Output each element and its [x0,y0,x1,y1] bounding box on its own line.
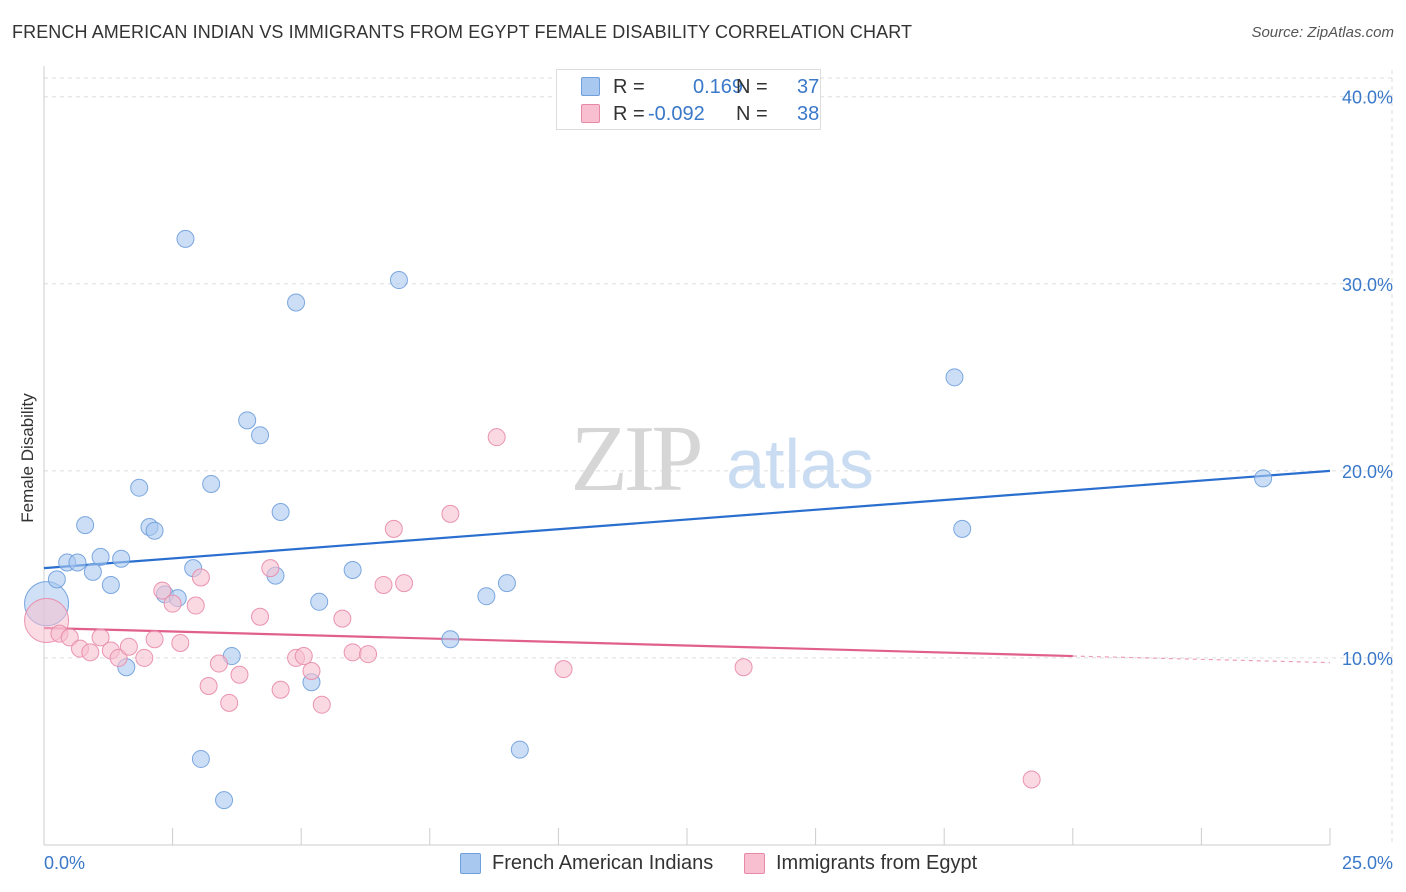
gridlines [44,70,1393,845]
point-french-american-indians [76,516,95,535]
point-immigrants-from-egypt [395,574,414,593]
point-immigrants-from-egypt [251,607,270,626]
legend-swatch-blue [581,77,600,96]
point-french-american-indians [215,791,234,810]
y-axis-label: Female Disability [18,393,37,523]
point-french-american-indians [47,570,66,589]
legend-r-value: -0.092 [648,103,705,125]
point-immigrants-from-egypt [186,596,205,615]
trend-line-immigrants-from-egypt [43,626,1073,658]
point-immigrants-from-egypt [261,559,280,578]
watermark-atlas: atlas [726,425,874,503]
legend-series-name: Immigrants from Egypt [776,852,978,874]
point-french-american-indians [510,740,529,759]
point-immigrants-from-egypt [312,695,331,714]
point-immigrants-from-egypt [109,648,128,667]
point-french-american-indians [202,474,221,493]
point-french-american-indians [238,411,257,430]
point-french-american-indians [112,549,131,568]
stats-legend: R = 0.169 N = 37 R = -0.092 N = 38 [556,69,821,130]
legend-r-value: 0.169 [693,76,744,98]
point-french-american-indians [91,547,110,566]
legend-swatch-pink [744,853,765,874]
legend-series-name: French American Indians [492,852,714,874]
point-immigrants-from-egypt [1022,770,1041,789]
y-tick-label: 20.0% [1342,462,1393,482]
axes [43,66,1331,846]
legend-n-value: 37 [797,76,820,98]
point-immigrants-from-egypt [487,428,506,447]
point-french-american-indians [101,575,120,594]
point-immigrants-from-egypt [60,628,79,647]
y-tick-label: 40.0% [1342,88,1393,108]
point-immigrants-from-egypt [191,568,210,587]
point-immigrants-from-egypt [384,519,403,538]
point-immigrants-from-egypt [145,630,164,649]
point-immigrants-from-egypt [374,575,393,594]
point-immigrants-from-egypt [554,660,573,679]
trend-lines [43,469,1331,664]
legend-n-value: 38 [797,103,820,125]
point-immigrants-from-egypt [220,693,239,712]
data-points [24,229,1273,810]
point-immigrants-from-egypt [734,658,753,677]
point-immigrants-from-egypt [171,633,190,652]
point-immigrants-from-egypt [294,647,313,666]
x-tick-label: 0.0% [44,853,85,873]
point-immigrants-from-egypt [163,594,182,613]
point-immigrants-from-egypt [81,643,100,662]
x-tick-label: 25.0% [1342,853,1393,873]
y-tick-label: 10.0% [1342,649,1393,669]
point-immigrants-from-egypt [91,628,110,647]
tick-labels: 10.0% 20.0% 30.0% 40.0% 0.0% 25.0% [44,88,1393,873]
point-french-american-indians [176,229,195,248]
point-french-american-indians [271,503,290,522]
legend-swatch-blue [460,853,481,874]
legend-swatch-pink [581,104,600,123]
point-immigrants-from-egypt [135,648,154,667]
trend-line-extension [1072,655,1331,664]
point-immigrants-from-egypt [271,680,290,699]
legend-n-label: N = [736,103,768,125]
point-immigrants-from-egypt [302,662,321,681]
point-french-american-indians [68,553,87,572]
legend-r-label: R = [613,76,645,98]
point-french-american-indians [953,519,972,538]
legend-r-label: R = [613,103,645,125]
watermark-zip: ZIP [571,407,701,511]
legend-n-label: N = [736,76,768,98]
point-french-american-indians [251,426,270,445]
point-french-american-indians [145,521,164,540]
point-immigrants-from-egypt [199,676,218,695]
point-immigrants-from-egypt [119,637,138,656]
point-immigrants-from-egypt [153,581,172,600]
trend-line-french-american-indians [43,469,1331,570]
point-french-american-indians [130,478,149,497]
point-french-american-indians [945,368,964,387]
point-immigrants-from-egypt [333,609,352,628]
point-immigrants-from-egypt [441,504,460,523]
source-credit: Source: ZipAtlas.com [1251,24,1394,41]
point-french-american-indians [477,587,496,606]
point-french-american-indians [497,574,516,593]
point-immigrants-from-egypt [343,643,362,662]
point-french-american-indians [310,592,329,611]
chart-title: FRENCH AMERICAN INDIAN VS IMMIGRANTS FRO… [12,22,913,42]
watermark: ZIP atlas [571,407,874,511]
point-french-american-indians [1254,469,1273,488]
point-french-american-indians [343,561,362,580]
point-immigrants-from-egypt [209,654,228,673]
point-immigrants-from-egypt [359,645,378,664]
point-french-american-indians [191,749,210,768]
point-french-american-indians [389,271,408,290]
point-french-american-indians [287,293,306,312]
y-tick-label: 30.0% [1342,275,1393,295]
point-french-american-indians [83,562,102,581]
point-french-american-indians [441,630,460,649]
point-immigrants-from-egypt [230,665,249,684]
